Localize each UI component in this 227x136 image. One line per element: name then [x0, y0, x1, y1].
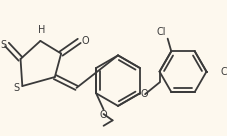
Text: O: O: [81, 36, 88, 46]
Text: Cl: Cl: [156, 27, 165, 37]
Text: S: S: [14, 83, 20, 93]
Text: O: O: [140, 89, 148, 99]
Text: O: O: [99, 110, 107, 120]
Text: S: S: [0, 40, 6, 50]
Text: Cl: Cl: [220, 67, 227, 77]
Text: H: H: [37, 25, 45, 35]
